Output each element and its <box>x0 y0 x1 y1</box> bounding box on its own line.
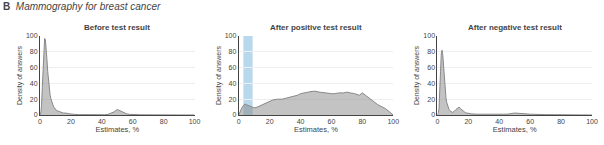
svg-text:100: 100 <box>387 118 399 125</box>
svg-text:80: 80 <box>358 118 366 125</box>
svg-text:80: 80 <box>557 118 565 125</box>
svg-text:40: 40 <box>427 80 435 87</box>
svg-text:Density of answers: Density of answers <box>413 45 421 105</box>
svg-text:60: 60 <box>526 118 534 125</box>
svg-text:20: 20 <box>464 118 472 125</box>
svg-text:40: 40 <box>229 80 237 87</box>
svg-text:40: 40 <box>98 118 106 125</box>
svg-text:Estimates, %: Estimates, % <box>493 125 537 134</box>
svg-text:80: 80 <box>160 118 168 125</box>
svg-text:After positive test result: After positive test result <box>270 23 362 32</box>
svg-text:80: 80 <box>427 48 435 55</box>
svg-text:20: 20 <box>266 118 274 125</box>
svg-text:80: 80 <box>30 48 38 55</box>
svg-text:60: 60 <box>129 118 137 125</box>
svg-text:B Mammography for breast canc: B Mammography for breast cancer <box>3 1 161 12</box>
svg-text:0: 0 <box>435 118 439 125</box>
svg-text:100: 100 <box>423 32 435 39</box>
svg-text:100: 100 <box>189 118 201 125</box>
svg-text:100: 100 <box>586 118 598 125</box>
svg-text:60: 60 <box>229 64 237 71</box>
svg-text:Density of answers: Density of answers <box>16 45 24 105</box>
svg-text:20: 20 <box>229 96 237 103</box>
svg-text:100: 100 <box>26 32 38 39</box>
svg-text:40: 40 <box>495 118 503 125</box>
svg-text:Estimates, %: Estimates, % <box>95 125 139 134</box>
svg-text:60: 60 <box>328 118 336 125</box>
svg-text:0: 0 <box>232 111 236 118</box>
svg-text:0: 0 <box>237 118 241 125</box>
svg-text:0: 0 <box>38 118 42 125</box>
svg-text:0: 0 <box>34 111 38 118</box>
svg-text:100: 100 <box>225 32 237 39</box>
svg-text:60: 60 <box>30 64 38 71</box>
svg-text:20: 20 <box>427 96 435 103</box>
svg-text:Density of answers: Density of answers <box>215 45 223 105</box>
svg-text:80: 80 <box>229 48 237 55</box>
svg-text:Estimates, %: Estimates, % <box>294 125 338 134</box>
svg-text:20: 20 <box>67 118 75 125</box>
svg-text:After negative test result: After negative test result <box>468 23 562 32</box>
svg-text:20: 20 <box>30 96 38 103</box>
svg-text:40: 40 <box>30 80 38 87</box>
svg-text:0: 0 <box>431 111 435 118</box>
svg-text:40: 40 <box>297 118 305 125</box>
svg-text:60: 60 <box>427 64 435 71</box>
svg-text:Before test result: Before test result <box>84 23 150 32</box>
